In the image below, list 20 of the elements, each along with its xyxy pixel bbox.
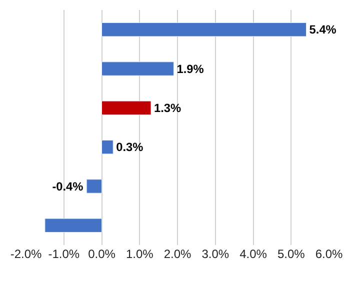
bar <box>102 140 114 154</box>
bar <box>102 62 174 76</box>
x-tick-label: 5.0% <box>277 247 306 261</box>
data-label: -0.4% <box>52 179 84 194</box>
x-tick-label: 2.0% <box>164 247 192 261</box>
bar <box>102 100 152 116</box>
data-label: 1.9% <box>176 62 204 76</box>
data-label: 1.3% <box>154 101 182 116</box>
x-tick-label: -2.0% <box>10 247 42 261</box>
bar <box>86 179 102 194</box>
x-tick-label: -1.0% <box>48 247 80 261</box>
x-tick-label: 3.0% <box>202 247 230 261</box>
data-label: 0.3% <box>116 140 144 154</box>
data-label: 5.4% <box>309 22 337 37</box>
x-tick-label: 6.0% <box>315 247 343 261</box>
x-tick-label: 1.0% <box>126 247 154 261</box>
x-tick-label: 0.0% <box>88 247 116 261</box>
x-tick-label: 4.0% <box>240 247 268 261</box>
bar <box>44 218 102 233</box>
bar <box>102 22 307 37</box>
